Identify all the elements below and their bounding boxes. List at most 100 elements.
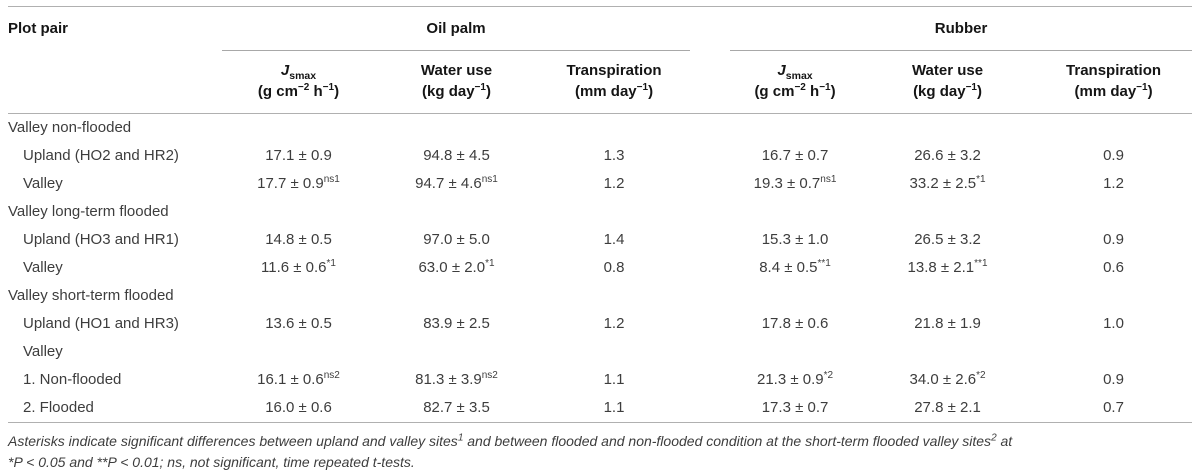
cell-value: 1.4 — [603, 231, 625, 248]
gap-cell — [690, 366, 730, 394]
data-cell — [1035, 114, 1192, 143]
significance-superscript: ns1 — [820, 174, 837, 185]
data-cell: 16.1 ± 0.6ns2 — [222, 366, 375, 394]
column-header: Water use (kg day−1) — [375, 50, 538, 114]
cell-value: 97.0 ± 5.0 — [423, 231, 490, 248]
corner-header-plot-pair: Plot pair — [8, 6, 222, 114]
gap-cell — [690, 394, 731, 423]
data-cell: 94.7 ± 4.6ns1 — [375, 170, 538, 198]
data-cell: 0.9 — [1035, 226, 1192, 254]
text-part: h — [805, 83, 820, 100]
cell-value: 21.3 ± 0.9 — [756, 371, 824, 388]
column-title: Jsmax — [730, 60, 860, 81]
data-cell: 97.0 ± 5.0 — [375, 226, 538, 254]
row-label: Upland (HO2 and HR2) — [23, 147, 179, 164]
gap-cell — [690, 338, 730, 366]
data-cell: 14.8 ± 0.5 — [222, 226, 375, 254]
text-part: Transpiration — [566, 62, 662, 79]
column-title: Transpiration — [1035, 60, 1192, 81]
data-cell: 0.6 — [1035, 254, 1192, 282]
data-cell — [538, 114, 690, 143]
data-cell — [1035, 282, 1192, 310]
data-cell: 27.8 ± 2.1 — [860, 394, 1036, 423]
data-cell: 1.1 — [538, 394, 691, 423]
column-unit: (g cm−2 h−1) — [730, 81, 860, 102]
cell-value: 1.1 — [603, 399, 625, 416]
data-cell: 17.7 ± 0.9ns1 — [222, 170, 375, 198]
row-label: Upland (HO3 and HR1) — [23, 231, 179, 248]
cell-value: 17.7 ± 0.9 — [257, 175, 324, 192]
data-cell — [538, 338, 690, 366]
row-label: Upland (HO1 and HR3) — [23, 315, 179, 332]
significance-superscript: **1 — [974, 258, 988, 269]
superscript: −1 — [322, 82, 335, 93]
text-part: ) — [334, 83, 340, 100]
cell-value: 0.9 — [1103, 147, 1124, 164]
data-row: Upland (HO3 and HR1) 14.8 ± 0.5 97.0 ± 5.0… — [8, 226, 1192, 254]
data-cell — [222, 338, 375, 366]
data-cell — [222, 114, 375, 143]
table-header: Plot pair Oil palm Rubber Jsmax (g cm−2 h… — [8, 6, 1193, 114]
data-row: Valley 11.6 ± 0.6*1 63.0 ± 2.0*1 0.8 8.4 ± 0… — [8, 254, 1192, 282]
text-part: Water use — [420, 62, 493, 79]
data-cell: 16.0 ± 0.6 — [222, 394, 375, 423]
data-row: Upland (HO1 and HR3) 13.6 ± 0.5 83.9 ± 2.5… — [8, 310, 1192, 338]
data-cell — [1035, 338, 1192, 366]
data-cell — [375, 282, 538, 310]
significance-superscript: **1 — [817, 258, 831, 269]
text-part: ) — [648, 83, 654, 100]
data-cell: 13.8 ± 2.1**1 — [860, 254, 1035, 282]
row-label: Valley — [23, 175, 63, 192]
cell-value: 8.4 ± 0.5 — [759, 259, 818, 276]
gap-cell — [690, 282, 730, 310]
data-cell: 26.5 ± 3.2 — [860, 226, 1035, 254]
column-title: Transpiration — [538, 60, 690, 81]
cell-value: 0.9 — [1103, 231, 1124, 248]
data-cell — [375, 198, 538, 226]
column-header: Transpiration (mm day−1) — [1035, 50, 1193, 114]
data-cell — [860, 338, 1035, 366]
row-label: Valley long-term flooded — [8, 203, 169, 220]
data-row: 2. Flooded 16.0 ± 0.6 82.7 ± 3.5 1.1 17.3 ± … — [8, 394, 1193, 423]
row-label: 1. Non-flooded — [23, 371, 122, 388]
cell-value: 1.2 — [1103, 175, 1124, 192]
data-cell: 63.0 ± 2.0*1 — [375, 254, 538, 282]
text-part: ) — [976, 83, 982, 100]
group-row: Valley non-flooded — [8, 114, 1192, 143]
significance-superscript: ns1 — [323, 174, 340, 185]
group-row: Valley long-term flooded — [8, 198, 1192, 226]
data-cell: 1.4 — [538, 226, 690, 254]
column-header: Jsmax (g cm−2 h−1) — [730, 50, 861, 114]
data-cell: 94.8 ± 4.5 — [375, 142, 538, 170]
column-unit: (mm day−1) — [1035, 81, 1192, 102]
data-cell: 8.4 ± 0.5**1 — [730, 254, 860, 282]
text-part: Asterisks indicate significant differenc… — [8, 433, 458, 449]
cell-value: 17.1 ± 0.9 — [265, 147, 332, 164]
group-gap-cell — [690, 6, 731, 114]
data-row: Valley — [8, 338, 1192, 366]
text-part: Transpiration — [1066, 62, 1162, 79]
row-label: Valley — [23, 343, 63, 360]
text-part: (mm day — [574, 83, 637, 100]
data-cell: 82.7 ± 3.5 — [375, 394, 538, 423]
data-row: Valley 17.7 ± 0.9ns1 94.7 ± 4.6ns1 1.2 19.3 … — [8, 170, 1192, 198]
cell-value: 16.0 ± 0.6 — [265, 399, 332, 416]
data-cell: 17.1 ± 0.9 — [222, 142, 375, 170]
group-row: Valley short-term flooded — [8, 282, 1192, 310]
text-part: (g cm — [257, 83, 298, 100]
text-part: and between flooded and non-flooded cond… — [463, 433, 992, 449]
data-cell: 1.1 — [538, 366, 690, 394]
cell-value: 17.3 ± 0.7 — [761, 399, 829, 416]
data-cell: 15.3 ± 1.0 — [730, 226, 860, 254]
cell-value: 13.8 ± 2.1 — [907, 259, 975, 276]
column-unit: (g cm−2 h−1) — [222, 81, 375, 102]
cell-value: 0.9 — [1103, 371, 1124, 388]
text-part: J — [777, 62, 786, 79]
superscript: −1 — [1136, 82, 1148, 93]
cell-value: 1.1 — [603, 371, 625, 388]
cell-value: 1.2 — [603, 315, 625, 332]
cell-value: 94.7 ± 4.6 — [415, 175, 482, 192]
column-unit: (mm day−1) — [538, 81, 690, 102]
cell-value: 13.6 ± 0.5 — [265, 315, 332, 332]
